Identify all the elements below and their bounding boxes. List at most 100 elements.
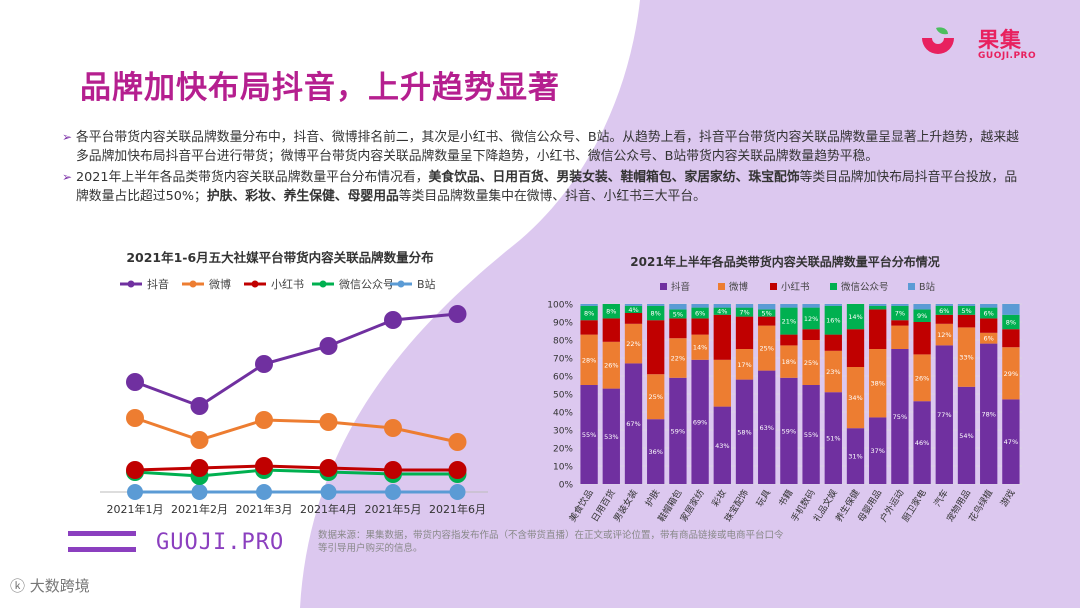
- data-label: 6%: [695, 310, 705, 318]
- legend-item: B站: [908, 281, 936, 293]
- y-tick-label: 30%: [553, 427, 573, 437]
- legend-label: 抖音: [671, 281, 690, 293]
- bar-segment: [913, 401, 931, 484]
- bar-segment: [824, 304, 842, 306]
- bar-segment: [957, 304, 976, 306]
- bar-segment: [713, 359, 731, 407]
- data-label: 26%: [915, 374, 929, 382]
- bar-segment: [980, 343, 998, 484]
- bullet-emphasis: 护肤、彩妆、养生保健、母婴用品: [206, 189, 399, 204]
- bar-stack: 46% 26% 9%: [913, 304, 931, 484]
- bar-segment: [780, 334, 798, 346]
- x-tick-label: 2021年3月: [236, 502, 293, 516]
- watermark-text: 大数跨境: [29, 577, 90, 595]
- data-label: 69%: [693, 418, 707, 426]
- bar-segment: [602, 318, 620, 342]
- bar-segment: [1002, 399, 1020, 484]
- bar-segment: [735, 349, 754, 380]
- data-label: 75%: [893, 413, 907, 421]
- bar-segment: [913, 304, 931, 310]
- data-label: 59%: [671, 427, 685, 435]
- bar-segment: [869, 309, 887, 349]
- legend-marker: [319, 280, 327, 288]
- data-label: 14%: [848, 313, 862, 321]
- bar-segment: [713, 406, 731, 484]
- bar-segment: [580, 320, 598, 335]
- data-label: 7%: [739, 309, 749, 317]
- bar-segment: [647, 419, 665, 484]
- x-tick-label: 2021年4月: [300, 502, 357, 516]
- bar-segment: [758, 309, 776, 317]
- bar-segment: [891, 304, 909, 306]
- logo-name-en: GUOJI.PRO: [978, 51, 1037, 61]
- x-tick-label: 2021年1月: [107, 502, 164, 516]
- data-point: [384, 461, 402, 479]
- legend-label: 微博: [729, 281, 749, 293]
- summary-bullet: ➢ 各平台带货内容关联品牌数量分布中，抖音、微博排名前二，其次是小红书、微信公众…: [62, 128, 1022, 166]
- bar-segment: [624, 363, 643, 484]
- bar-segment: [869, 304, 887, 306]
- data-label: 5%: [961, 307, 971, 315]
- bar-segment: [802, 329, 820, 340]
- bar-segment: [913, 309, 931, 322]
- bar-segment: [691, 359, 709, 484]
- bar-segment: [691, 318, 709, 335]
- bar-segment: [780, 307, 798, 335]
- bar-segment: [957, 327, 976, 387]
- legend-marker: [397, 280, 405, 288]
- bar-segment: [602, 304, 620, 319]
- series-抖音: [126, 305, 467, 415]
- data-point: [126, 409, 144, 427]
- bar-segment: [647, 305, 665, 321]
- data-point: [191, 484, 208, 500]
- data-label: 5%: [762, 310, 772, 318]
- bar-segment: [647, 304, 665, 306]
- data-label: 8%: [1006, 319, 1016, 327]
- data-point: [319, 337, 338, 355]
- bar-segment: [802, 340, 820, 385]
- bar-segment: [691, 307, 709, 319]
- series-微博: [126, 409, 467, 451]
- legend-item: B站: [390, 277, 436, 291]
- data-point: [449, 484, 466, 500]
- data-label: 46%: [915, 439, 929, 447]
- legend-swatch: [660, 283, 667, 290]
- legend-swatch: [718, 283, 725, 290]
- bar-stack: 53% 26% 8%: [602, 304, 620, 484]
- y-tick-label: 0%: [559, 481, 574, 491]
- data-label: 8%: [584, 310, 594, 318]
- legend-item: 微博: [182, 277, 231, 291]
- bar-stack: 55% 28% 8%: [580, 304, 598, 484]
- bar-segment: [846, 329, 865, 367]
- bar-segment: [691, 334, 709, 360]
- data-label: 17%: [737, 361, 751, 369]
- legend-label: 小红书: [271, 278, 304, 291]
- legend-item: 微博: [718, 281, 749, 293]
- series-line: [134, 464, 458, 472]
- data-point: [255, 355, 273, 373]
- series-line: [134, 416, 458, 444]
- legend-label: B站: [417, 277, 436, 291]
- bar-segment: [802, 307, 820, 330]
- bar-segment: [602, 341, 620, 389]
- bar-segment: [580, 385, 598, 484]
- bar-segment: [1002, 329, 1020, 348]
- x-tick-label: 护肤: [643, 487, 663, 509]
- bar-stack: 31% 34% 14%: [846, 304, 865, 484]
- bar-segment: [669, 377, 687, 484]
- bar-segment: [1002, 314, 1020, 330]
- data-source-note: 数据来源：果集数据，带货内容指发布作品（不含带货直播）在正文或评论位置，带有商品…: [318, 530, 784, 554]
- bar-segment: [758, 316, 776, 326]
- legend-item: 微信公众号: [830, 281, 889, 293]
- data-point: [448, 305, 467, 323]
- data-label: 21%: [782, 318, 796, 326]
- watermark-icon: ⓚ: [10, 577, 26, 595]
- bar-segment: [935, 323, 953, 346]
- data-label: 12%: [804, 315, 818, 323]
- data-label: 47%: [1004, 438, 1018, 446]
- bar-segment: [869, 305, 887, 310]
- series-line: [134, 312, 458, 408]
- y-tick-label: 40%: [553, 409, 573, 419]
- data-label: 4%: [717, 308, 727, 316]
- data-point: [256, 484, 272, 500]
